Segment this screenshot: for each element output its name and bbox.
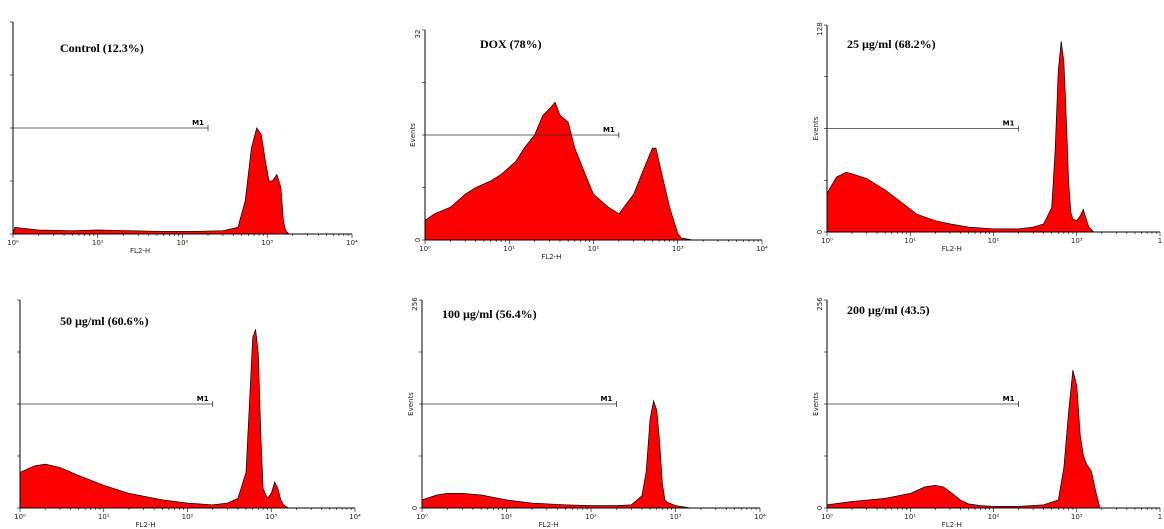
histogram-area-6 xyxy=(826,369,1160,509)
histogram-area-2 xyxy=(424,101,762,241)
panel-title: 100 µg/ml (56.4%) xyxy=(442,307,537,321)
histogram-panel-4: 10⁰ 10¹ 10² 10³ 10⁴ FL2-H M1 50 µg/ml (60.6%) xyxy=(14,299,361,529)
x-tick-label: 10² xyxy=(177,239,189,247)
x-tick-label: 10⁰ xyxy=(821,513,833,521)
histogram-area-4 xyxy=(19,329,355,509)
y-tick-label: 0 xyxy=(816,506,824,510)
y-axis-label: Events xyxy=(409,123,417,147)
x-tick-label: 10² xyxy=(988,513,1000,521)
x-tick-label: 10¹ xyxy=(92,239,104,247)
marker-label: M1 xyxy=(1003,395,1015,403)
x-tick-label: 10³ xyxy=(1071,237,1083,245)
x-axis-label: FL2-H xyxy=(541,253,561,261)
y-axis-label: Events xyxy=(407,392,415,416)
panel-title: 200 µg/ml (43.5) xyxy=(847,303,930,317)
x-tick-label: 10¹ xyxy=(501,513,513,521)
x-tick-label: 10³ xyxy=(1071,513,1083,521)
panel-title: 25 µg/ml (68.2%) xyxy=(847,37,936,51)
histogram-panel-3: 10⁰ 10¹ 10² 10³ 1 0 128 FL2-H Events M1 25 µg/ml (… xyxy=(812,22,1162,253)
y-axis-label: Events xyxy=(812,392,820,416)
panel-title: Control (12.3%) xyxy=(60,41,144,55)
y-axis-label: Events xyxy=(812,116,820,140)
marker-label: M1 xyxy=(1003,120,1015,128)
x-tick-label: 10² xyxy=(585,513,597,521)
histogram-area-3 xyxy=(826,41,1160,233)
x-tick-label: 10³ xyxy=(670,513,682,521)
x-tick-label: 10⁰ xyxy=(419,245,431,253)
marker-label: M1 xyxy=(197,395,209,403)
histogram-panel-2: 10⁰ 10¹ 10² 10³ 10⁴ 0 32 FL2-H Events M1 DOX (78%) xyxy=(409,30,768,261)
x-tick-label: 10⁴ xyxy=(346,239,358,247)
x-tick-label: 10³ xyxy=(261,239,273,247)
y-tick-label: 256 xyxy=(816,297,824,311)
histogram-panel-5: 10⁰ 10¹ 10² 10³ 10⁴ 0 256 FL2-H Events M1 100 µg/m… xyxy=(407,297,766,529)
x-tick-label: 1 xyxy=(1158,237,1162,245)
x-tick-label: 10³ xyxy=(672,245,684,253)
x-axis-label: FL2-H xyxy=(942,521,962,529)
x-tick-label: 10⁴ xyxy=(754,513,766,521)
x-tick-label: 10¹ xyxy=(503,245,515,253)
x-axis-label: FL2-H xyxy=(539,521,559,529)
panel-title: 50 µg/ml (60.6%) xyxy=(60,314,149,328)
x-tick-label: 10² xyxy=(588,245,600,253)
x-tick-label: 10¹ xyxy=(98,513,110,521)
y-tick-label: 0 xyxy=(411,506,419,510)
x-tick-label: 10⁰ xyxy=(416,513,428,521)
x-tick-label: 10² xyxy=(182,513,194,521)
x-tick-label: 10⁴ xyxy=(756,245,768,253)
x-tick-label: 10⁰ xyxy=(14,513,26,521)
x-axis-label: FL2-H xyxy=(136,521,156,529)
x-tick-label: 10⁰ xyxy=(7,239,19,247)
panel-title: DOX (78%) xyxy=(480,37,542,51)
x-tick-label: 10¹ xyxy=(904,513,916,521)
x-tick-label: 1 xyxy=(1158,513,1162,521)
histogram-panel-6: 10⁰ 10¹ 10² 10³ 1 0 256 FL2-H Events M1 200 µg/ml … xyxy=(812,297,1162,529)
marker-label: M1 xyxy=(601,395,613,403)
y-tick-label: 0 xyxy=(414,238,422,242)
x-axis-label: FL2-H xyxy=(130,247,150,255)
x-tick-label: 10³ xyxy=(265,513,277,521)
y-tick-label: 256 xyxy=(411,297,419,311)
histogram-area-5 xyxy=(421,399,760,509)
y-tick-label: 0 xyxy=(816,230,824,234)
marker-label: M1 xyxy=(192,119,204,127)
y-tick-label: 32 xyxy=(414,30,422,39)
x-tick-label: 10⁴ xyxy=(349,513,361,521)
marker-label: M1 xyxy=(603,126,615,134)
x-tick-label: 10² xyxy=(988,237,1000,245)
x-tick-label: 10⁰ xyxy=(821,237,833,245)
histogram-area-1 xyxy=(12,127,352,235)
histogram-panel-1: 10⁰ 10¹ 10² 10³ 10⁴ FL2-H M1 Control (12.3%) xyxy=(7,21,358,255)
x-tick-label: 10¹ xyxy=(904,237,916,245)
y-tick-label: 128 xyxy=(816,22,824,35)
x-axis-label: FL2-H xyxy=(942,245,962,253)
